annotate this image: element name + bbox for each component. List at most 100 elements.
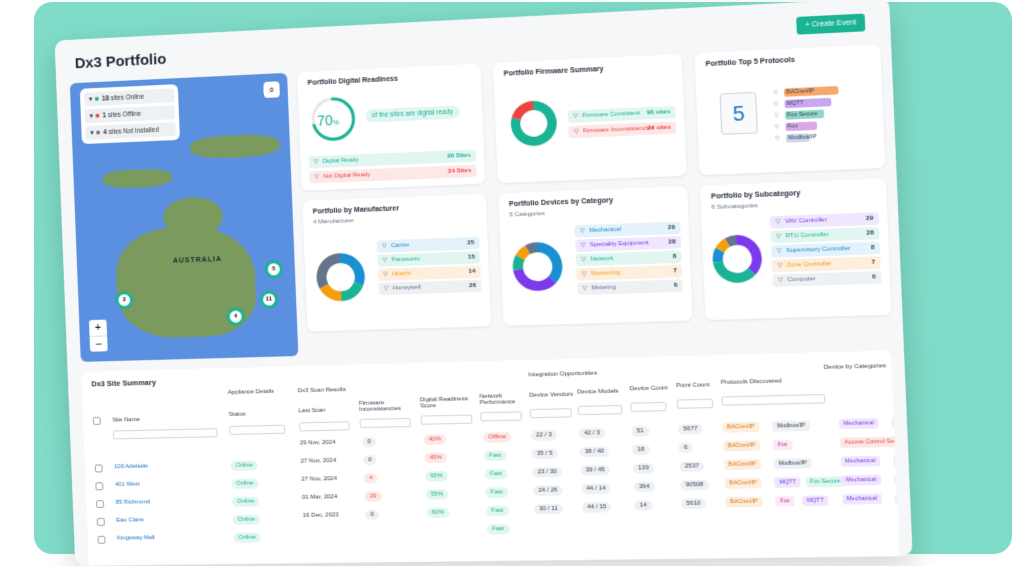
column-header[interactable]: Status [229, 412, 246, 418]
manufacturer-slice[interactable] [316, 253, 341, 289]
performance-filter[interactable] [480, 411, 522, 421]
subcategory-row[interactable]: ▽ Computer 6 [772, 271, 881, 287]
card-subtitle: 4 Manufacturer [313, 218, 354, 226]
category-row-label: Monitoring [591, 270, 621, 277]
column-header[interactable]: Firmware Inconsistencies [359, 400, 410, 413]
category-row[interactable]: ▽ Metering 6 [577, 279, 683, 295]
column-header[interactable]: Last Scan [298, 408, 325, 415]
last-scan: 27 Nov, 2024 [300, 458, 336, 465]
column-header[interactable]: Device Models [577, 389, 619, 396]
column-header[interactable]: Site Name [112, 417, 140, 424]
readiness-filter[interactable] [421, 414, 473, 424]
legend-offline[interactable]: ▾ 1 sites Offline [84, 105, 175, 123]
row-checkbox[interactable] [97, 536, 105, 544]
site-name-link[interactable]: 100 Adelaide [114, 464, 148, 471]
readiness-score-badge: 40% [423, 434, 446, 445]
protocol-item[interactable]: ▽ Modbus/IP [775, 131, 810, 145]
category-slice[interactable] [513, 268, 556, 292]
manufacturer-row[interactable]: ▽ Panasonic 15 [377, 251, 480, 267]
row-checkbox[interactable] [96, 500, 104, 508]
subcategory-slice[interactable] [736, 234, 762, 275]
map-island [190, 134, 280, 160]
row-checkbox[interactable] [95, 482, 103, 490]
readiness-score-badge: 45% [424, 453, 447, 464]
subcategory-row[interactable]: ▽ VAV Controller 29 [770, 212, 879, 228]
column-header[interactable]: Device Count [630, 385, 668, 392]
subcategory-row-value: 6 [872, 271, 876, 284]
manufacturer-row[interactable]: ▽ Hitachi 14 [378, 265, 481, 281]
device-count-badge: 14 [634, 500, 652, 511]
map-marker[interactable]: 11 [260, 290, 279, 309]
category-row[interactable]: ▽ Speciality Equipment 28 [575, 236, 681, 252]
card-title: Portfolio by Subcategory [711, 190, 801, 201]
manufacturer-row-value: 25 [467, 237, 474, 249]
page-title: Dx3 Portfolio [75, 51, 167, 72]
protocols-filter[interactable] [721, 394, 825, 406]
readiness-row-not-ready[interactable]: ▽ Not Digital Ready 24 Sites [309, 165, 477, 184]
subcategory-row[interactable]: ▽ Supervisory Controller 8 [771, 242, 880, 258]
column-header[interactable]: Device Vendors [529, 392, 573, 399]
last-scan-filter[interactable] [299, 421, 350, 431]
subcategory-row[interactable]: ▽ RTU Controller 28 [770, 227, 879, 243]
site-name-filter[interactable] [113, 428, 218, 439]
search-icon[interactable]: ⌕ [263, 81, 280, 98]
row-checkbox[interactable] [95, 464, 103, 472]
site-name-link[interactable]: 85 Richmond [116, 499, 151, 506]
performance-badge: Fast [485, 469, 508, 480]
readiness-percent: 70% [317, 112, 340, 129]
column-header[interactable]: Network Performance [479, 393, 521, 406]
manufacturer-row[interactable]: ▽ Honeywell 26 [378, 280, 481, 295]
protocol-tag: Fox Secure [805, 476, 845, 487]
row-checkbox[interactable] [97, 518, 105, 526]
manufacturer-slice[interactable] [341, 282, 364, 301]
manufacturer-slice[interactable] [340, 252, 365, 286]
firmware-badge: 29 [365, 491, 382, 501]
firmware-row-consistent[interactable]: ▽ Firmware Consistent 96 sites [568, 106, 676, 123]
manufacturer-row[interactable]: ▽ Carrier 25 [377, 237, 480, 253]
category-row[interactable]: ▽ Mechanical 29 [575, 222, 681, 238]
create-event-button[interactable]: + Create Event [796, 14, 865, 35]
sites-map[interactable]: AUSTRALIA ▾ 18 sites Online ▾ 1 sites Offl… [70, 73, 299, 362]
status-filter[interactable] [229, 425, 285, 435]
category-slice[interactable] [537, 241, 563, 283]
map-zoom-control: + − [89, 320, 108, 352]
firmware-slice[interactable] [511, 101, 533, 120]
count-filter[interactable] [630, 402, 666, 412]
site-name-link[interactable]: Eau Claire [116, 517, 144, 523]
category-tag: Netw [891, 417, 899, 428]
firmware-row-inconsistent[interactable]: ▽ Firmware Inconsistencies 24 sites [568, 121, 676, 138]
subcategory-row-value: 28 [866, 227, 874, 240]
category-row[interactable]: ▽ Monitoring 7 [576, 265, 682, 281]
points-filter[interactable] [677, 399, 714, 409]
vendors-badge: 23 / 30 [532, 467, 562, 478]
group-header: Device by Categories [824, 363, 886, 371]
subcategory-row[interactable]: ▽ Zone Controller 7 [772, 256, 881, 272]
zoom-in-button[interactable]: + [89, 320, 107, 336]
firmware-slice[interactable] [510, 100, 558, 147]
column-header[interactable]: Point Count [676, 382, 710, 389]
vendors-filter[interactable] [530, 408, 572, 418]
firmware-filter[interactable] [360, 418, 411, 428]
performance-badge: Fast [485, 487, 508, 498]
models-filter[interactable] [578, 405, 623, 415]
zoom-out-button[interactable]: − [90, 335, 108, 351]
protocol-tag: BACnet/IP [723, 440, 760, 451]
protocol-label: Fox [788, 123, 798, 130]
legend-online[interactable]: ▾ 18 sites Online [84, 88, 175, 106]
legend-not-installed[interactable]: ▾ 4 sites Not Installed [85, 122, 176, 140]
map-marker[interactable]: 5 [264, 260, 283, 279]
category-tag: Netw [895, 493, 900, 504]
card-title: Portfolio Top 5 Protocols [705, 57, 795, 68]
site-name-link[interactable]: 401 West [115, 482, 140, 488]
protocol-label: MQTT [787, 100, 804, 107]
category-tag: Mon [894, 474, 900, 485]
column-header[interactable]: Digital Readiness Score [420, 396, 472, 409]
subcategory-row-label: Supervisory Controller [786, 246, 851, 254]
select-all-checkbox[interactable] [93, 417, 101, 425]
site-name-link[interactable]: Kingsway Mall [117, 535, 155, 541]
readiness-score-badge: 60% [426, 508, 449, 519]
subcategory-slice[interactable] [713, 260, 756, 283]
column-header[interactable]: Protocols Discovered [721, 378, 782, 386]
category-row[interactable]: ▽ Network 8 [576, 250, 682, 266]
performance-badge: Fast [486, 506, 509, 517]
